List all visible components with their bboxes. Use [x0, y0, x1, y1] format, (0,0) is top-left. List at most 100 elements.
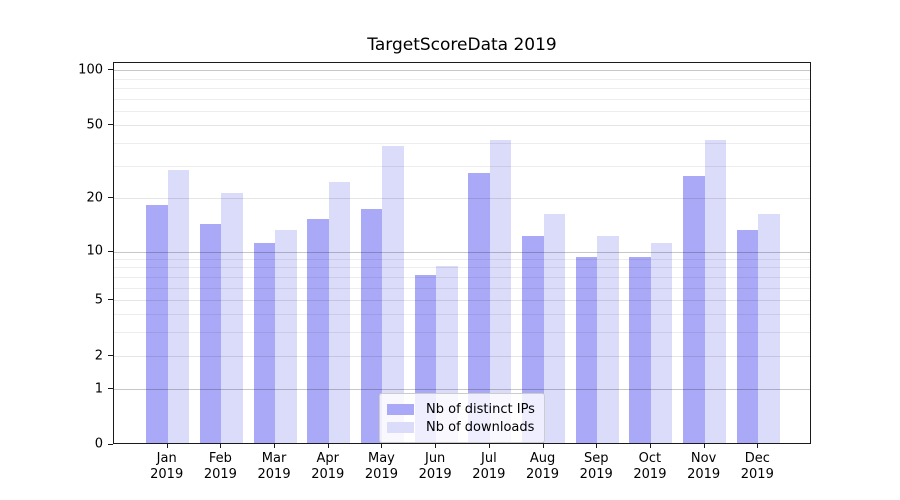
x-tick-feb [220, 444, 222, 448]
bar-downloads-mar [275, 229, 297, 443]
y-tick-50 [108, 124, 113, 126]
gridline-y-1 [114, 389, 810, 391]
x-tick-month: Jun [424, 451, 446, 466]
bar-distinct-ips-jul [468, 173, 490, 443]
x-tick-mar [274, 444, 276, 448]
y-axis: 0 1 2 5 10 20 50 100 [55, 62, 103, 451]
bar-downloads-jul [489, 139, 512, 443]
gridline-y-2 [114, 356, 810, 358]
x-tick-year: 2019 [687, 467, 721, 482]
x-tick-year: 2019 [579, 467, 613, 482]
legend-label-distinct-ips: Nb of distinct IPs [426, 401, 535, 417]
bar-distinct-ips-sep [575, 257, 598, 443]
bar-distinct-ips-oct [629, 257, 651, 443]
x-tick-month: Jan [156, 451, 177, 466]
gridline-y-100 [114, 70, 810, 72]
x-tick-year: 2019 [257, 467, 291, 482]
bar-distinct-ips-nov [683, 176, 705, 443]
x-tick-month: May [368, 451, 395, 466]
y-tick-label-50: 50 [86, 117, 103, 133]
x-tick-oct [649, 444, 651, 448]
bar-downloads-sep [597, 236, 619, 443]
y-tick-100 [108, 69, 113, 71]
y-tick-label-5: 5 [94, 292, 103, 308]
x-tick-may [381, 444, 383, 448]
x-tick-nov [703, 444, 705, 448]
x-tick-label-aug: Aug 2019 [511, 451, 575, 483]
x-tick-month: Sep [583, 451, 609, 466]
x-tick-label-jul: Jul 2019 [457, 451, 521, 483]
chart-title: TargetScoreData 2019 [367, 35, 557, 55]
x-tick-label-oct: Oct 2019 [618, 451, 682, 483]
gridline-y-60 [114, 111, 810, 113]
x-tick-month: Feb [208, 451, 232, 466]
x-tick-aug [542, 444, 544, 448]
x-tick-sep [596, 444, 598, 448]
x-tick-month: Jul [481, 451, 497, 466]
x-tick-label-apr: Apr 2019 [296, 451, 360, 483]
x-tick-jul [488, 444, 490, 448]
y-tick-5 [108, 299, 113, 301]
x-tick-jun [435, 444, 437, 448]
x-tick-year: 2019 [418, 467, 452, 482]
y-tick-2 [108, 355, 113, 357]
x-tick-dec [757, 444, 759, 448]
bar-distinct-ips-jan [146, 205, 168, 443]
x-tick-month: Oct [638, 451, 662, 466]
bar-distinct-ips-mar [253, 242, 276, 443]
gridline-y-8 [114, 267, 810, 269]
x-tick-apr [327, 444, 329, 448]
bar-distinct-ips-aug [522, 236, 544, 443]
x-tick-year: 2019 [472, 467, 506, 482]
x-tick-year: 2019 [150, 467, 184, 482]
plot-area: Nb of distinct IPs Nb of downloads [113, 62, 811, 444]
x-tick-label-nov: Nov 2019 [672, 451, 736, 483]
bar-downloads-apr [328, 182, 351, 443]
x-tick-jan [166, 444, 168, 448]
y-tick-1 [108, 388, 113, 390]
gridline-y-90 [114, 78, 810, 80]
bar-downloads-feb [221, 193, 243, 443]
gridline-y-4 [114, 314, 810, 316]
bar-distinct-ips-may [360, 209, 383, 443]
x-tick-month: Dec [744, 451, 770, 466]
x-tick-year: 2019 [525, 467, 560, 482]
gridline-y-20 [114, 198, 810, 200]
legend-item-downloads: Nb of downloads [387, 418, 535, 436]
gridline-y-6 [114, 287, 810, 289]
legend-swatch-downloads [387, 421, 414, 433]
x-tick-month: Apr [316, 451, 340, 466]
y-tick-label-10: 10 [86, 243, 103, 259]
x-tick-label-mar: Mar 2019 [242, 451, 306, 483]
gridline-y-50 [114, 125, 810, 127]
bar-downloads-nov [704, 139, 727, 443]
x-tick-label-dec: Dec 2019 [725, 451, 789, 483]
x-tick-year: 2019 [740, 467, 774, 482]
legend-item-distinct-ips: Nb of distinct IPs [387, 400, 535, 418]
y-tick-20 [108, 197, 113, 199]
x-tick-year: 2019 [203, 467, 237, 482]
x-tick-label-feb: Feb 2019 [188, 451, 252, 483]
x-tick-year: 2019 [364, 467, 398, 482]
bar-downloads-oct [650, 242, 673, 443]
legend: Nb of distinct IPs Nb of downloads [379, 393, 545, 443]
bar-downloads-aug [543, 214, 565, 443]
x-tick-month: Nov [690, 451, 717, 466]
x-tick-year: 2019 [311, 467, 345, 482]
legend-swatch-distinct-ips [387, 403, 414, 415]
y-tick-10 [108, 250, 113, 252]
x-tick-label-jan: Jan 2019 [135, 451, 199, 483]
gridline-y-10 [114, 251, 810, 253]
bar-distinct-ips-feb [199, 224, 222, 443]
gridline-y-7 [114, 276, 810, 278]
gridline-y-3 [114, 331, 810, 333]
x-tick-label-jun: Jun 2019 [403, 451, 467, 483]
gridline-y-5 [114, 300, 810, 302]
gridline-y-30 [114, 166, 810, 168]
legend-label-downloads: Nb of downloads [426, 419, 535, 435]
gridline-y-9 [114, 258, 810, 260]
gridline-y-80 [114, 88, 810, 90]
gridline-y-40 [114, 143, 810, 145]
x-tick-label-sep: Sep 2019 [564, 451, 628, 483]
y-tick-label-20: 20 [86, 190, 103, 206]
